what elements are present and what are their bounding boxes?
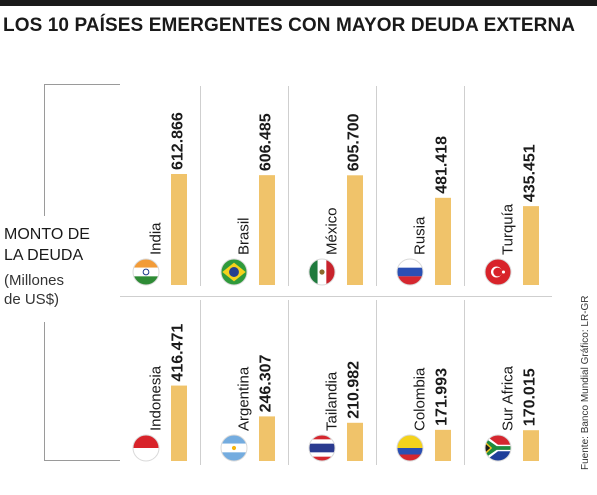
bar-cell: 481.418 Rusia (396, 136, 451, 286)
unit-label-line2: de US$) (4, 291, 60, 308)
bracket-lower (44, 322, 45, 460)
grid-col-divider (288, 300, 289, 465)
value-label: 605.700 (346, 113, 363, 171)
bar-cell: 612.866 India (132, 112, 187, 286)
bar (435, 197, 451, 285)
brazil-flag (220, 258, 248, 286)
value-label: 171.993 (434, 368, 451, 426)
colombia-flag (396, 434, 424, 462)
value-label: 246.307 (258, 354, 275, 412)
bar-cell: 435.451 Turquía (484, 144, 539, 286)
measure-label-line1: MONTO DE (4, 226, 90, 243)
measure-label: MONTO DE LA DEUDA (4, 224, 90, 266)
russia-flag (396, 258, 424, 286)
bar-cell: 170.015 Sur Africa (484, 365, 539, 462)
turkey-flag (484, 258, 512, 286)
country-label: Sur Africa (500, 365, 517, 431)
bar-cell: 210.982 Tailandia (308, 361, 363, 462)
unit-label: (Millones de US$) (4, 271, 64, 309)
grid-col-divider (288, 86, 289, 286)
bar (523, 430, 539, 461)
grid-col-divider (376, 300, 377, 465)
bar-cell: 606.485 Brasil (220, 113, 275, 286)
value-label: 416.471 (170, 324, 187, 382)
value-label: 612.866 (170, 112, 187, 170)
mexico-flag (308, 258, 336, 286)
grid-col-divider (464, 300, 465, 465)
grid-row-divider (120, 296, 552, 297)
bar (171, 174, 187, 285)
bar (171, 385, 187, 461)
bar (259, 416, 275, 461)
bracket-upper (44, 84, 45, 216)
chart-title: LOS 10 PAÍSES EMERGENTES CON MAYOR DEUDA… (3, 15, 576, 36)
country-label: Argentina (236, 366, 253, 431)
argentina-flag (220, 434, 248, 462)
bar-cell: 246.307 Argentina (220, 354, 275, 462)
country-label: Indonesia (148, 365, 165, 431)
india-flag (132, 258, 160, 286)
bar-cell: 605.700 México (308, 113, 363, 286)
country-label: México (324, 207, 341, 255)
grid-col-divider (200, 300, 201, 465)
bar-cell: 171.993 Colombia (396, 367, 451, 462)
value-label: 210.982 (346, 361, 363, 419)
value-label: 481.418 (434, 136, 451, 194)
grid-col-divider (376, 86, 377, 286)
source-note: Fuente: Banco Mundial Gráfico: LR-GR (580, 295, 591, 470)
bar-cell: 416.471 Indonesia (132, 324, 187, 462)
value-label: 170.015 (522, 368, 539, 426)
country-label: Brasil (236, 217, 253, 255)
grid-col-divider (200, 86, 201, 286)
bracket-bottom (44, 460, 120, 461)
bracket-top (44, 84, 120, 85)
bar (435, 429, 451, 461)
indonesia-flag (132, 434, 160, 462)
value-label: 606.485 (258, 113, 275, 171)
bar (347, 422, 363, 461)
country-label: Turquía (500, 203, 517, 255)
bar (523, 206, 539, 285)
country-label: India (148, 222, 165, 255)
south-africa-flag (484, 434, 512, 462)
bar (259, 175, 275, 285)
thailand-flag (308, 434, 336, 462)
measure-label-line2: LA DEUDA (4, 247, 84, 264)
value-label: 435.451 (522, 144, 539, 202)
bar (347, 175, 363, 285)
top-rule (0, 0, 597, 6)
country-label: Colombia (412, 367, 429, 431)
country-label: Rusia (412, 216, 429, 255)
grid-col-divider (464, 86, 465, 286)
unit-label-line1: (Millones (4, 272, 65, 289)
country-label: Tailandia (324, 371, 341, 431)
